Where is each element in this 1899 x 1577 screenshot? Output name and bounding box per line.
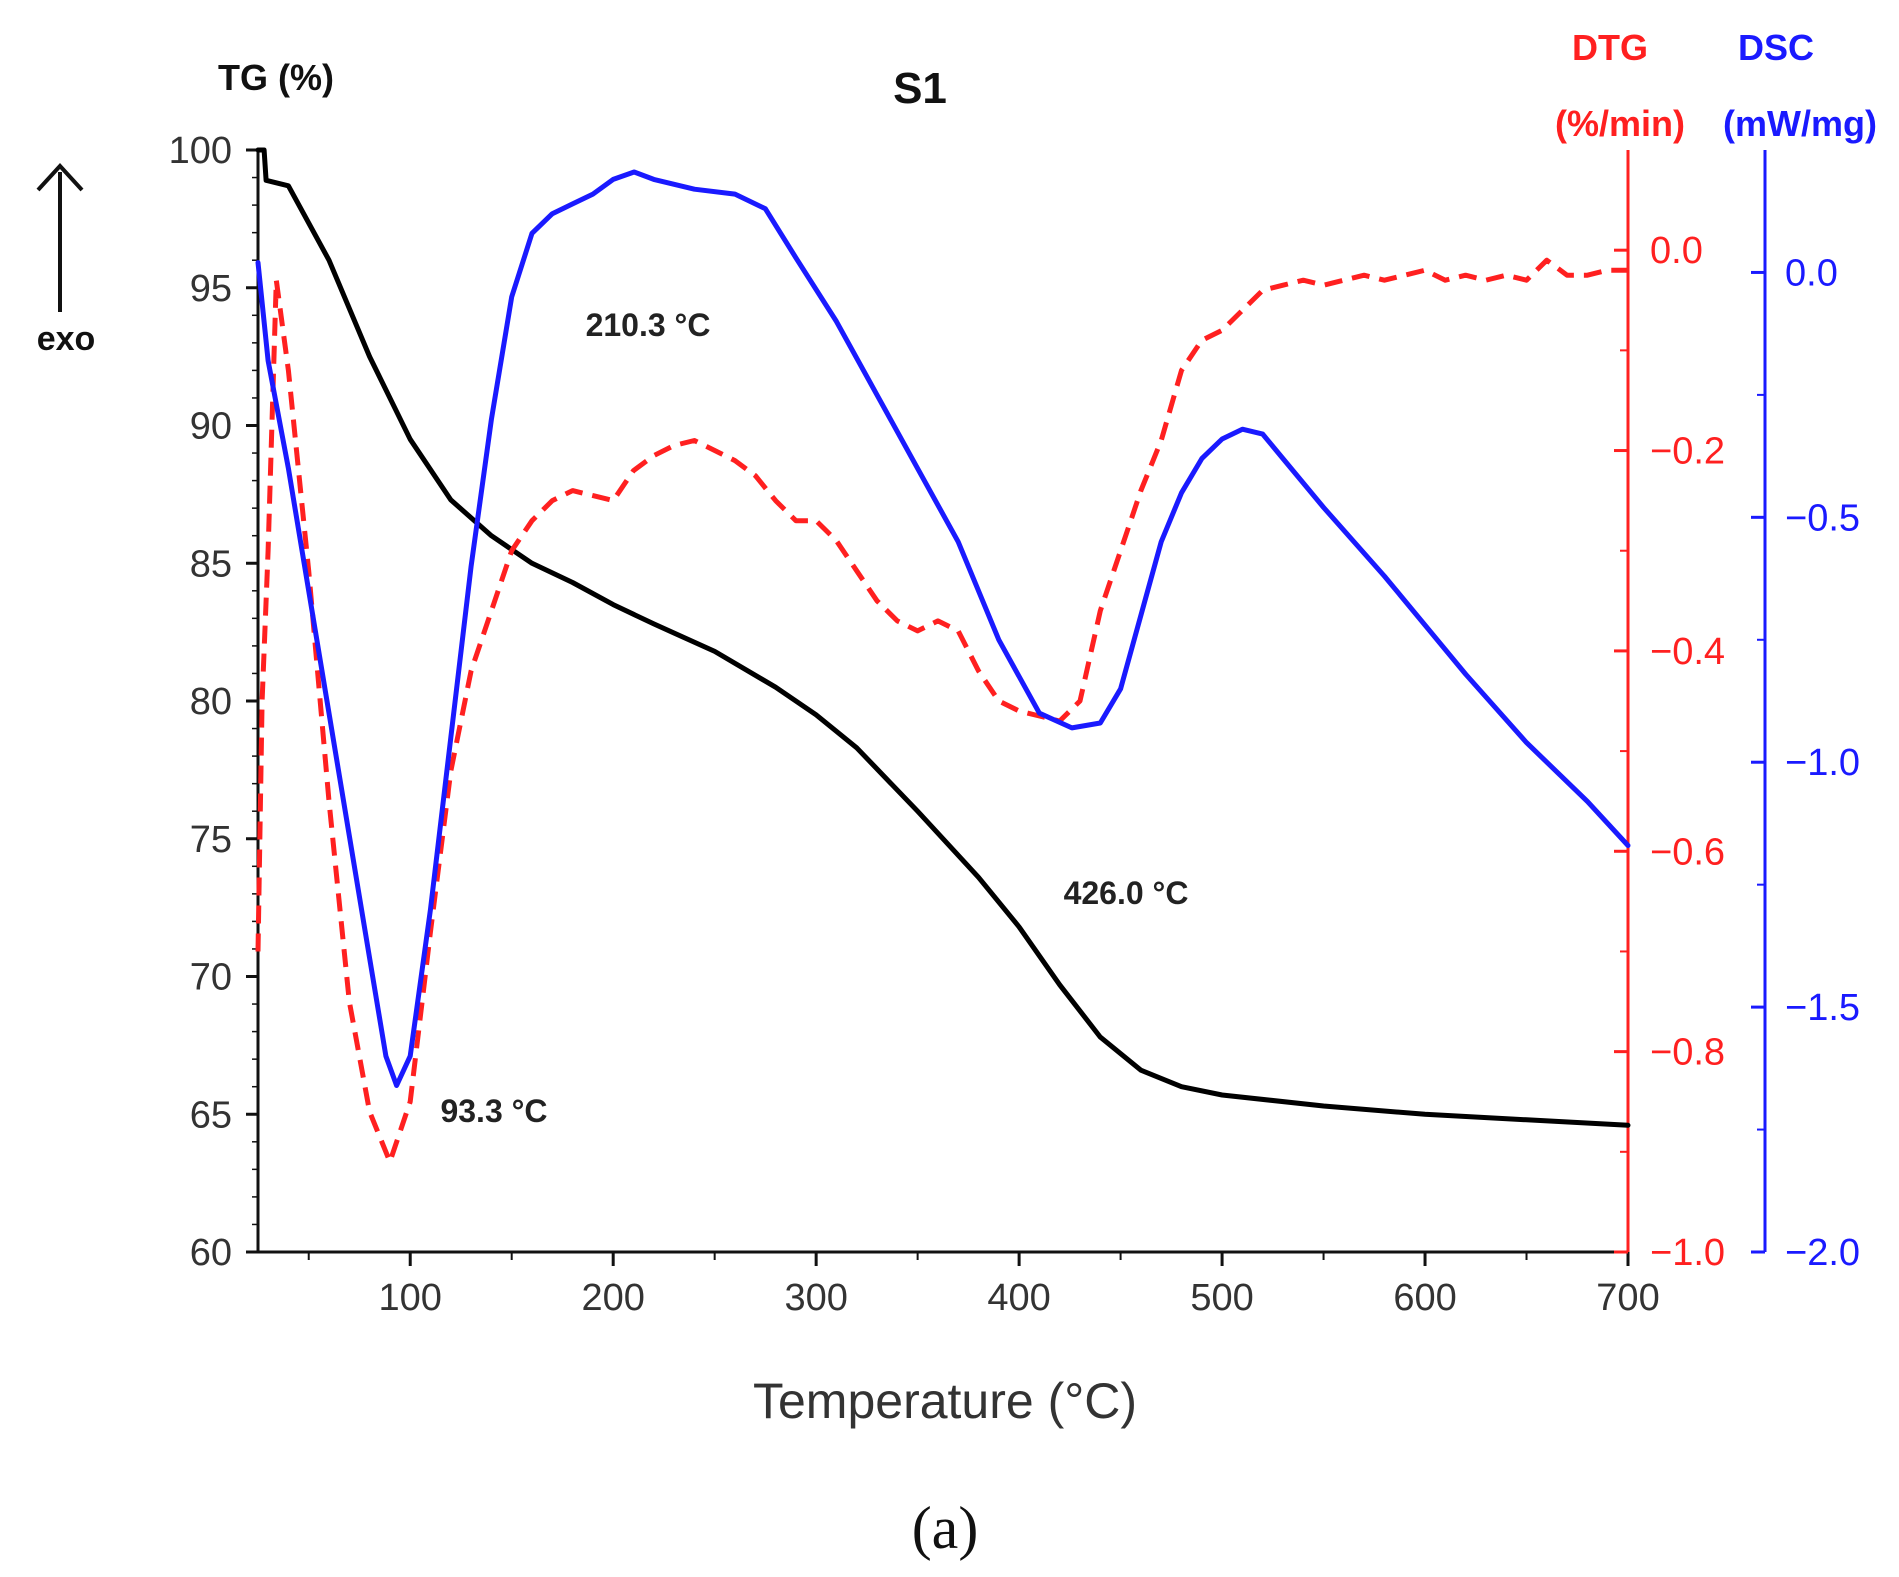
tg-tick-label-100: 100 xyxy=(169,130,232,172)
tg-tick-label-65: 65 xyxy=(190,1094,232,1136)
dsc-tick-label: −0.5 xyxy=(1785,497,1860,539)
dsc-series-line xyxy=(255,169,1631,1088)
annotation-93: 93.3 °C xyxy=(440,1093,547,1129)
dsc-tick-label: −2.0 xyxy=(1785,1232,1860,1274)
exo-label: exo xyxy=(37,320,96,358)
annotation-426: 426.0 °C xyxy=(1064,875,1189,911)
tg-tick-label-60: 60 xyxy=(190,1232,232,1274)
x-tick-label-200: 200 xyxy=(581,1277,644,1319)
x-tick-label-300: 300 xyxy=(784,1277,847,1319)
dsc-axis-label: DSC xyxy=(1738,27,1814,68)
dtg-axis-unit: (%/min) xyxy=(1555,103,1685,144)
dsc-tick-label: −1.0 xyxy=(1785,742,1860,784)
tg-tick-label-75: 75 xyxy=(190,819,232,861)
x-tick-label-100: 100 xyxy=(379,1277,442,1319)
dtg-tick-label: −0.6 xyxy=(1650,831,1725,873)
dtg-series-line xyxy=(255,257,1628,1165)
dsc-axis-unit: (mW/mg) xyxy=(1723,103,1877,144)
x-tick-label-500: 500 xyxy=(1190,1277,1253,1319)
series-layer xyxy=(255,147,1631,1165)
dtg-axis-label: DTG xyxy=(1572,27,1648,68)
tg-tick-label-90: 90 xyxy=(190,406,232,448)
tg-series-line xyxy=(255,147,1631,1128)
panel-label: (a) xyxy=(912,1495,979,1561)
tg-tick-label-70: 70 xyxy=(190,957,232,999)
x-tick-label-700: 700 xyxy=(1596,1277,1659,1319)
dsc-tick-label: −1.5 xyxy=(1785,987,1860,1029)
tg-tick-label-95: 95 xyxy=(190,268,232,310)
tg-tick-label-85: 85 xyxy=(190,543,232,585)
chart-title: S1 xyxy=(893,64,947,113)
tick-layer: 100 200 300 400 500 600 700 60 65 70 75 80 85 90 95 100… xyxy=(169,130,1860,1319)
dtg-tick-label: −0.4 xyxy=(1650,631,1725,673)
dtg-tick-label: −1.0 xyxy=(1650,1232,1725,1274)
x-axis-label: Temperature (°C) xyxy=(753,1373,1137,1429)
x-tick-label-600: 600 xyxy=(1393,1277,1456,1319)
dtg-tick-label: −0.8 xyxy=(1650,1032,1725,1074)
annotation-210: 210.3 °C xyxy=(586,307,711,343)
tg-tick-label-80: 80 xyxy=(190,681,232,723)
x-tick-label-400: 400 xyxy=(987,1277,1050,1319)
exo-arrow-icon xyxy=(36,163,84,312)
dtg-tick-label: −0.2 xyxy=(1650,431,1725,473)
dtg-tick-label: 0.0 xyxy=(1650,230,1703,272)
tg-axis-label: TG (%) xyxy=(218,57,334,98)
dsc-tick-label: 0.0 xyxy=(1785,252,1838,294)
